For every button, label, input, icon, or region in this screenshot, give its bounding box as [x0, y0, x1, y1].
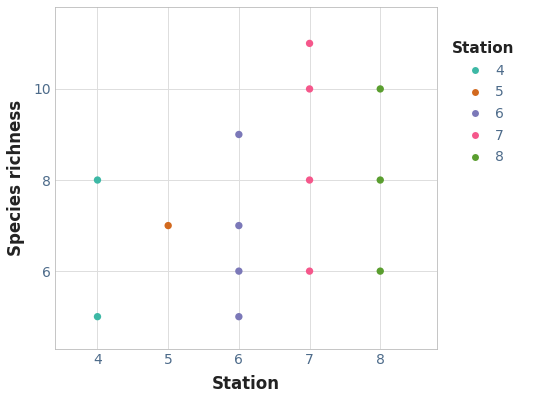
Point	[235, 268, 244, 274]
Point	[235, 314, 244, 320]
Point	[235, 131, 244, 138]
Point	[305, 86, 314, 92]
Point	[305, 177, 314, 183]
Point	[305, 40, 314, 46]
Point	[305, 268, 314, 274]
Y-axis label: Species richness: Species richness	[7, 100, 25, 256]
Point	[376, 177, 385, 183]
Point	[235, 222, 244, 229]
Point	[93, 177, 102, 183]
Legend: 4, 5, 6, 7, 8: 4, 5, 6, 7, 8	[451, 41, 514, 164]
Point	[164, 222, 172, 229]
Point	[376, 268, 385, 274]
Point	[376, 86, 385, 92]
Point	[93, 314, 102, 320]
X-axis label: Station: Station	[212, 375, 280, 393]
